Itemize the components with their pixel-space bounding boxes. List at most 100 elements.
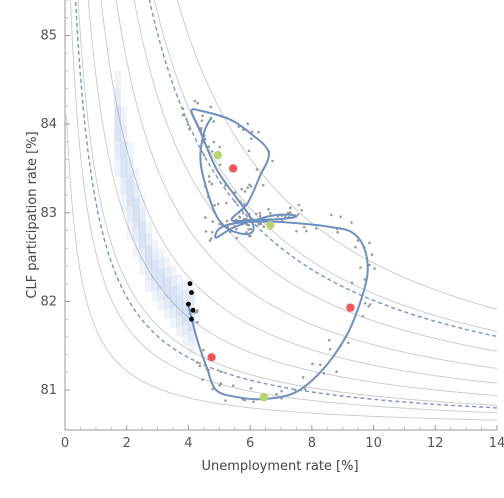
grey-point bbox=[311, 362, 314, 366]
grey-point bbox=[314, 227, 318, 230]
grey-point bbox=[225, 219, 229, 223]
band-cell bbox=[182, 301, 189, 313]
band-cell bbox=[120, 106, 128, 125]
grey-point bbox=[245, 231, 248, 234]
band-cell bbox=[139, 234, 146, 249]
band-cell bbox=[151, 239, 159, 250]
dashed-curves bbox=[74, 0, 497, 409]
grey-point bbox=[347, 341, 350, 345]
band-cell bbox=[188, 295, 196, 308]
band-cell bbox=[132, 227, 140, 243]
grey-point bbox=[255, 168, 259, 171]
grey-point bbox=[262, 225, 266, 229]
grey-point bbox=[240, 187, 243, 191]
grey-point bbox=[269, 211, 272, 215]
grey-point bbox=[252, 400, 255, 404]
grey-point bbox=[368, 241, 371, 245]
band-cell bbox=[126, 141, 134, 159]
grey-point bbox=[261, 183, 265, 187]
grey-point bbox=[258, 214, 262, 218]
background-curve-6 bbox=[133, 0, 497, 352]
band-cell bbox=[157, 268, 165, 280]
grey-point bbox=[213, 203, 216, 207]
band-cell bbox=[114, 124, 122, 142]
grey-point bbox=[288, 206, 292, 210]
band-cell bbox=[151, 260, 159, 271]
band-cell bbox=[182, 290, 189, 302]
grey-point bbox=[336, 230, 339, 234]
grey-point bbox=[195, 310, 199, 314]
band-cell bbox=[157, 299, 165, 311]
grey-point bbox=[303, 387, 307, 391]
band-cell bbox=[157, 279, 165, 290]
trajectory bbox=[187, 108, 369, 401]
band-cell bbox=[169, 307, 177, 318]
band-cell bbox=[157, 258, 165, 269]
grey-point bbox=[363, 301, 367, 305]
band-cell bbox=[169, 276, 177, 287]
grey-point bbox=[210, 150, 214, 153]
grey-point bbox=[247, 223, 251, 227]
grey-point bbox=[200, 119, 204, 122]
grey-point bbox=[218, 163, 222, 166]
x-tick-label: 10 bbox=[365, 436, 382, 451]
y-axis-title: CLF participation rate [%] bbox=[25, 131, 40, 298]
x-tick-label: 4 bbox=[184, 436, 192, 451]
grey-point bbox=[196, 320, 199, 324]
black-point bbox=[187, 281, 193, 287]
red-point bbox=[346, 303, 355, 312]
grey-point bbox=[368, 263, 371, 267]
grey-point bbox=[258, 211, 262, 215]
band-cell bbox=[139, 195, 146, 209]
band-cell bbox=[176, 295, 183, 306]
band-cell bbox=[139, 261, 146, 275]
grey-point bbox=[241, 211, 245, 215]
ticks: 0 2 4 6 8 10 12 14 81 82 83 84 85 bbox=[40, 0, 504, 451]
red-point bbox=[207, 353, 216, 362]
band-cell bbox=[182, 323, 189, 335]
band-cell bbox=[139, 221, 146, 235]
band-cell bbox=[126, 223, 134, 240]
grey-point bbox=[267, 207, 270, 211]
band-cell bbox=[132, 183, 140, 199]
grey-point bbox=[224, 399, 227, 402]
grey-point bbox=[250, 137, 253, 141]
grey-point bbox=[208, 180, 211, 183]
grey-point bbox=[248, 234, 251, 238]
band-cell bbox=[182, 312, 189, 324]
band-cell bbox=[145, 221, 152, 234]
grey-point bbox=[246, 186, 249, 189]
band-cell bbox=[126, 174, 134, 191]
band-cell bbox=[114, 106, 122, 125]
grey-point bbox=[198, 364, 201, 368]
grey-point bbox=[181, 113, 185, 117]
grey-point bbox=[249, 227, 253, 231]
grey-point bbox=[339, 215, 343, 218]
background-curve-8 bbox=[176, 0, 497, 310]
dashed-curve-0 bbox=[74, 0, 497, 409]
band-cell bbox=[188, 307, 196, 320]
grey-point bbox=[359, 266, 362, 269]
grey-point bbox=[242, 203, 246, 206]
band-cell bbox=[163, 267, 171, 278]
markers bbox=[186, 150, 355, 402]
background-curve-4 bbox=[100, 0, 497, 384]
grey-point bbox=[216, 202, 220, 206]
grey-point bbox=[367, 305, 370, 308]
grey-point bbox=[257, 130, 260, 134]
band-cell bbox=[163, 298, 171, 309]
grey-point bbox=[329, 213, 333, 217]
grey-point bbox=[225, 201, 228, 205]
band-cell bbox=[126, 190, 134, 207]
black-point bbox=[186, 301, 191, 307]
grey-point bbox=[181, 107, 185, 111]
band-cell bbox=[176, 305, 183, 317]
grey-point bbox=[195, 361, 199, 364]
band-cell bbox=[120, 159, 128, 178]
grey-point bbox=[188, 127, 191, 131]
x-tick-label: 6 bbox=[246, 436, 254, 451]
grey-point bbox=[237, 125, 241, 129]
band-cell bbox=[114, 159, 122, 178]
grey-point bbox=[218, 383, 221, 387]
